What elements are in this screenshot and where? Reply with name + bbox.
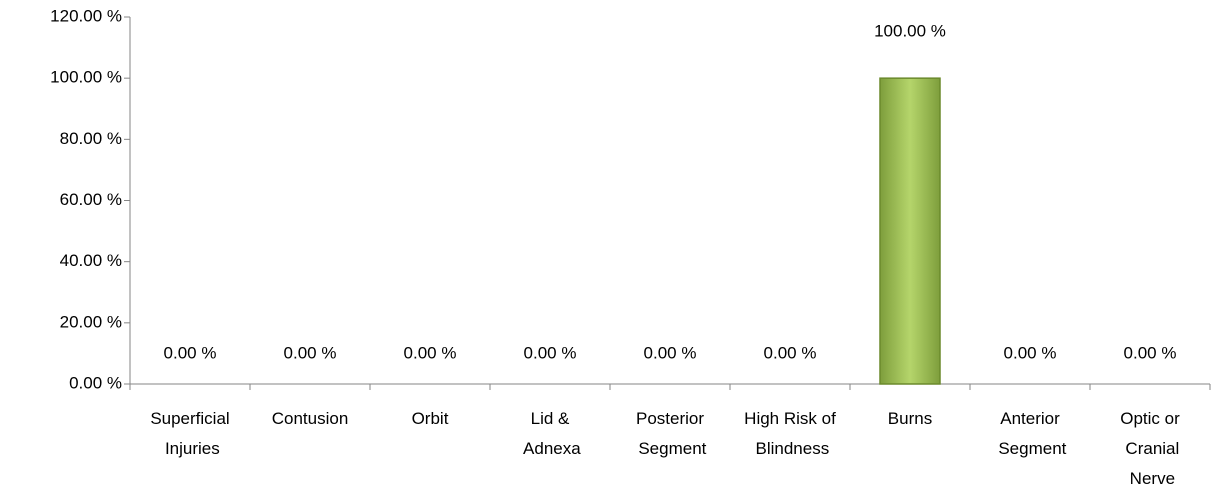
value-label: 0.00 % [404, 343, 457, 362]
y-tick-label: 120.00 % [50, 6, 122, 25]
y-tick-label: 20.00 % [60, 312, 122, 331]
y-tick-label: 0.00 % [69, 373, 122, 392]
bar [879, 77, 941, 385]
value-label: 0.00 % [764, 343, 817, 362]
value-label: 0.00 % [1124, 343, 1177, 362]
x-tick-label: Posterior Segment [634, 409, 707, 458]
value-label: 0.00 % [164, 343, 217, 362]
value-label: 0.00 % [284, 343, 337, 362]
x-tick-label: Anterior Segment [994, 409, 1067, 458]
value-label: 0.00 % [644, 343, 697, 362]
x-tick-label: Contusion [272, 409, 349, 428]
x-tick-label: High Risk of Blindness [744, 409, 836, 458]
value-label: 100.00 % [874, 22, 946, 41]
value-label: 0.00 % [524, 343, 577, 362]
x-tick-label: Burns [888, 409, 932, 428]
y-tick-label: 60.00 % [60, 190, 122, 209]
x-tick-label: Orbit [412, 409, 449, 428]
x-tick-label: Optic or Cranial Nerve [1120, 409, 1180, 488]
y-tick-label: 100.00 % [50, 68, 122, 87]
x-tick-label: Lid & Adnexa [519, 409, 581, 458]
y-tick-label: 40.00 % [60, 251, 122, 270]
y-tick-label: 80.00 % [60, 129, 122, 148]
value-label: 0.00 % [1004, 343, 1057, 362]
x-tick-label: Superficial Injuries [150, 409, 229, 458]
